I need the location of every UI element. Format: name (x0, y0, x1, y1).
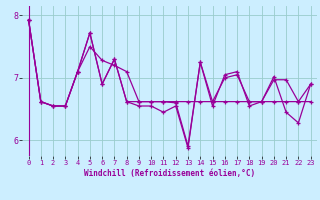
X-axis label: Windchill (Refroidissement éolien,°C): Windchill (Refroidissement éolien,°C) (84, 169, 255, 178)
